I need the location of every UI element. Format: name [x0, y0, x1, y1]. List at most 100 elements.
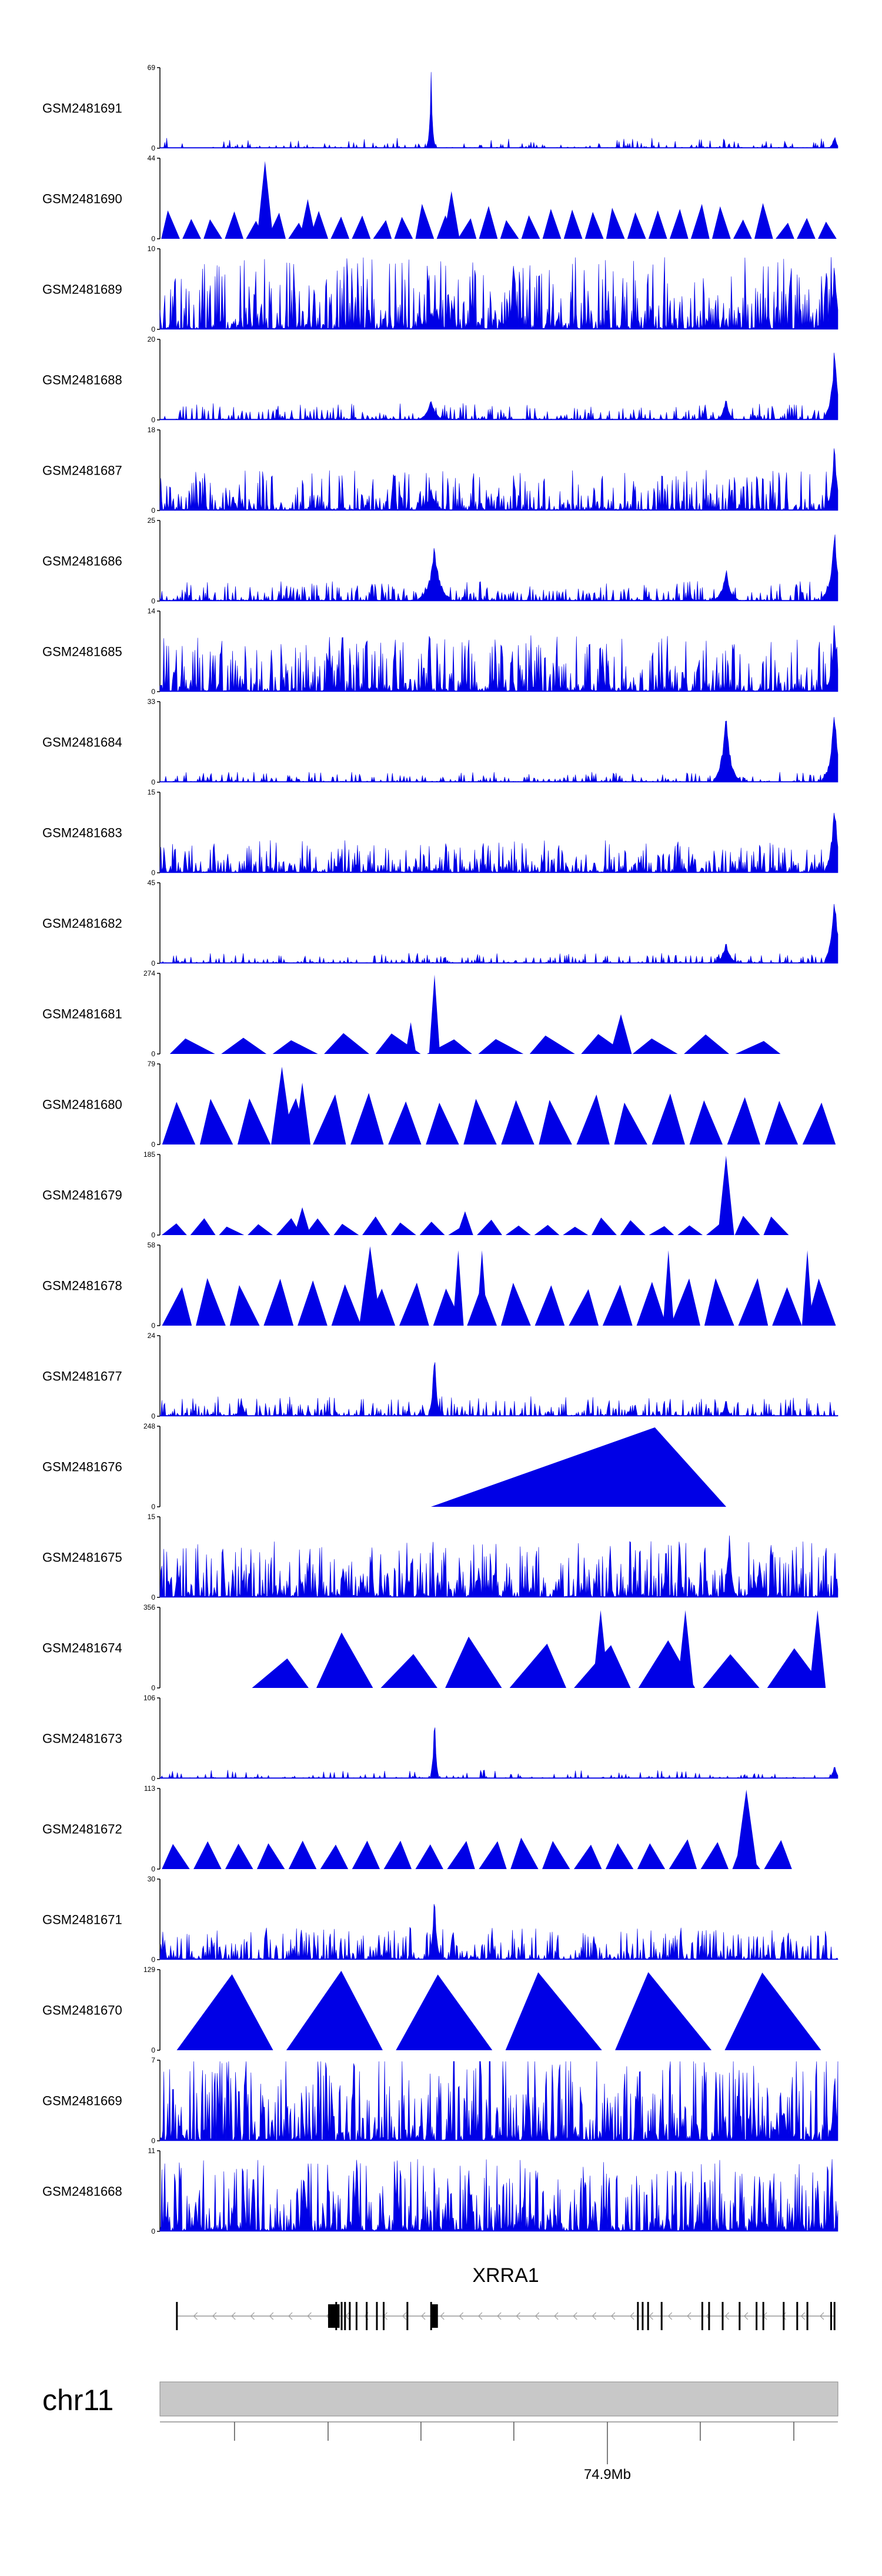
signal-area — [159, 625, 838, 692]
signal-segment — [505, 1225, 531, 1235]
gene-exon — [344, 2302, 346, 2330]
signal-area — [159, 1727, 838, 1779]
signal-segment — [542, 1841, 570, 1869]
signal-segment — [806, 1279, 836, 1326]
strand-arrow — [592, 2312, 597, 2320]
track: GSM2481681 274 0 — [42, 969, 781, 1058]
y-max-label: 20 — [148, 335, 156, 343]
strand-arrow — [724, 2312, 730, 2320]
gene-exon — [701, 2302, 703, 2330]
signal-segment — [637, 1843, 666, 1869]
y-max-label: 15 — [148, 1513, 156, 1521]
signal-segment — [614, 1102, 647, 1144]
signal-tracks: GSM2481691690GSM2481690440GSM2481689100G… — [42, 64, 838, 2235]
track-label: GSM2481690 — [42, 192, 122, 206]
y-min-label: 0 — [151, 959, 155, 967]
strand-arrow — [516, 2312, 520, 2320]
gene-track: XRRA1 — [176, 2264, 836, 2330]
signal-segment — [330, 216, 350, 239]
signal-peak — [271, 1066, 293, 1144]
track: GSM2481680 79 0 — [42, 1060, 836, 1149]
signal-segment — [331, 1284, 362, 1326]
track: GSM2481675 15 0 — [42, 1513, 838, 1601]
signal-area — [159, 72, 838, 149]
signal-area — [159, 1535, 838, 1598]
track: GSM2481688 20 0 — [42, 335, 838, 424]
signal-segment — [689, 1100, 723, 1144]
gene-exon — [176, 2302, 178, 2330]
signal-segment — [221, 1037, 267, 1054]
y-max-label: 15 — [148, 788, 156, 796]
y-max-label: 79 — [148, 1060, 156, 1068]
y-min-label: 0 — [151, 1865, 155, 1873]
signal-segment — [352, 1840, 380, 1869]
y-max-label: 18 — [148, 426, 156, 434]
track-label: GSM2481685 — [42, 645, 122, 659]
gene-exon — [366, 2302, 368, 2330]
signal-segment — [802, 1102, 836, 1144]
signal-segment — [776, 222, 794, 239]
signal-segment — [690, 203, 710, 239]
signal-area — [159, 2159, 838, 2232]
strand-arrow — [630, 2312, 634, 2320]
track-label: GSM2481682 — [42, 916, 122, 931]
y-min-label: 0 — [151, 235, 155, 243]
signal-segment — [426, 1102, 459, 1144]
signal-segment — [712, 206, 731, 239]
signal-segment — [324, 1033, 369, 1054]
track-label: GSM2481676 — [42, 1460, 122, 1474]
signal-peak — [429, 975, 440, 1054]
signal-segment — [605, 1843, 634, 1869]
signal-segment — [636, 1282, 667, 1326]
signal-segment — [704, 1278, 734, 1326]
track-label: GSM2481671 — [42, 1913, 122, 1927]
signal-segment — [563, 209, 583, 239]
track: GSM2481683 15 0 — [42, 788, 838, 877]
y-min-label: 0 — [151, 688, 155, 696]
signal-segment — [703, 1654, 760, 1688]
signal-area — [159, 717, 838, 783]
signal-segment — [576, 1095, 610, 1144]
gene-label: XRRA1 — [472, 2264, 539, 2287]
signal-segment — [727, 1097, 760, 1144]
signal-area — [159, 2061, 838, 2141]
gene-exon — [762, 2302, 764, 2330]
signal-segment — [313, 1094, 346, 1144]
signal-segment — [602, 1284, 633, 1326]
signal-segment — [510, 1837, 539, 1869]
strand-arrow — [800, 2312, 806, 2320]
y-max-label: 58 — [148, 1241, 156, 1249]
track-label: GSM2481669 — [42, 2094, 122, 2108]
signal-segment — [534, 1224, 560, 1235]
signal-segment — [509, 1643, 566, 1688]
signal-area — [159, 1362, 838, 1417]
signal-segment — [256, 1843, 285, 1869]
signal-segment — [627, 212, 646, 239]
signal-segment — [161, 1223, 187, 1235]
y-min-label: 0 — [151, 325, 155, 333]
y-min-label: 0 — [151, 144, 155, 152]
track-label: GSM2481678 — [42, 1279, 122, 1293]
signal-segment — [733, 219, 752, 239]
signal-peak — [443, 191, 460, 239]
track-label: GSM2481670 — [42, 2003, 122, 2018]
signal-segment — [764, 1840, 792, 1869]
signal-segment — [738, 1278, 769, 1326]
y-max-label: 14 — [148, 607, 156, 615]
signal-segment — [182, 219, 201, 239]
strand-arrow — [573, 2312, 577, 2320]
signal-segment — [276, 1218, 302, 1235]
y-min-label: 0 — [151, 1231, 155, 1239]
signal-segment — [539, 1100, 572, 1144]
y-min-label: 0 — [151, 1593, 155, 1601]
signal-segment — [252, 1658, 309, 1688]
signal-segment — [457, 218, 477, 239]
signal-peak — [735, 1790, 757, 1869]
signal-segment — [584, 212, 604, 239]
y-min-label: 0 — [151, 1140, 155, 1149]
track: GSM2481676 248 0 — [42, 1422, 727, 1511]
signal-area — [159, 448, 838, 511]
signal-segment — [724, 1973, 821, 2050]
signal-segment — [669, 1839, 697, 1869]
gene-exon — [355, 2302, 358, 2330]
